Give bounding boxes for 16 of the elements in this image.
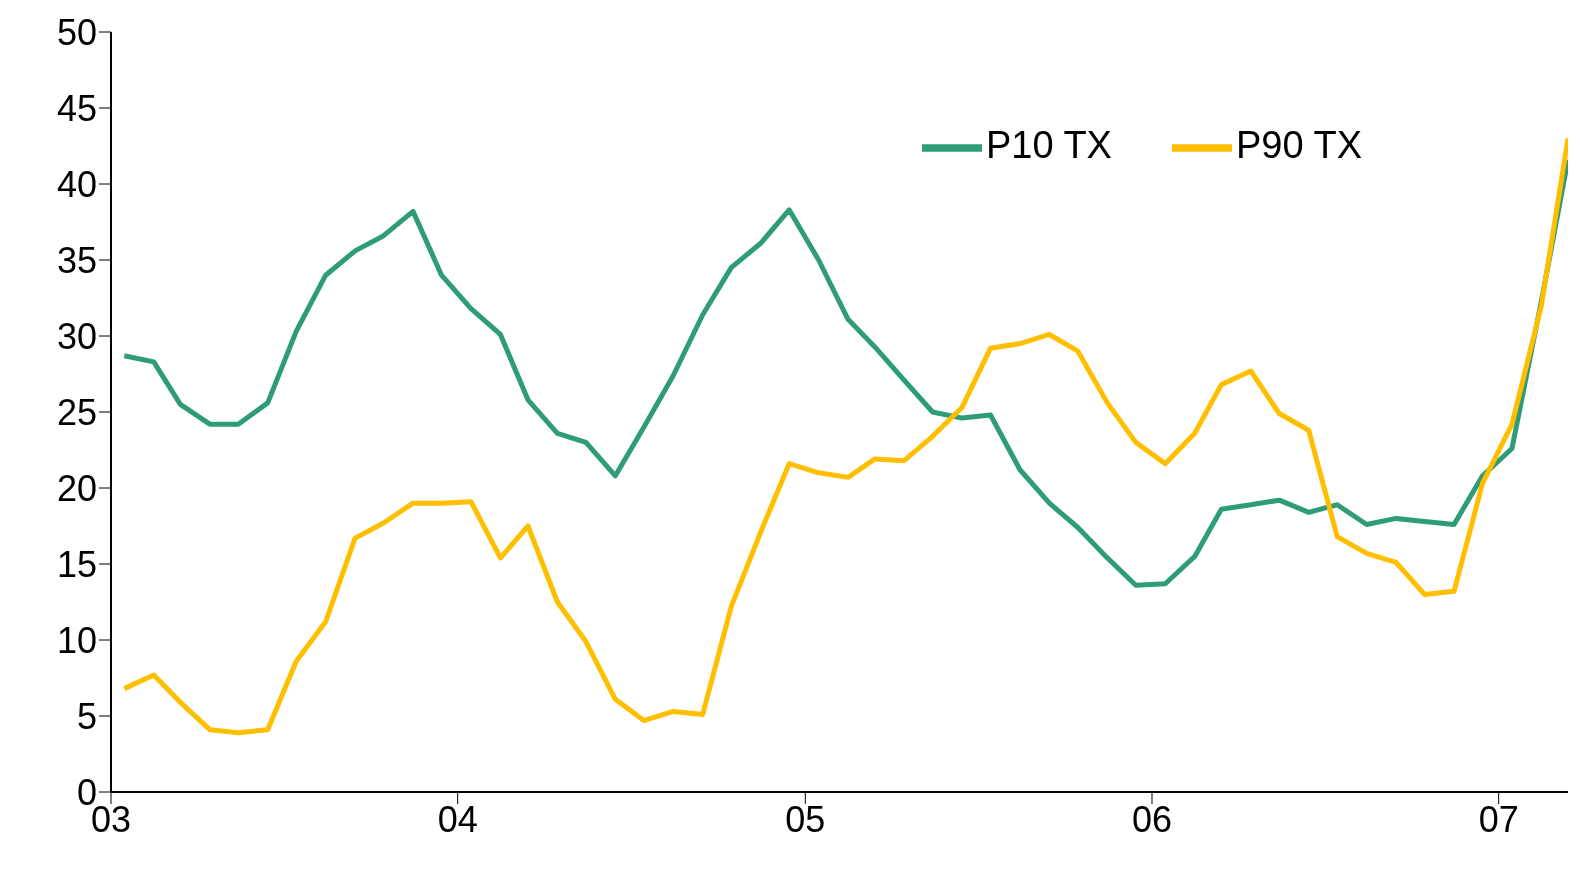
y-tick-label: 20 (56, 467, 97, 509)
y-tick-label: 35 (56, 239, 97, 281)
y-tick-label: 5 (76, 695, 97, 737)
y-tick-label: 10 (56, 619, 97, 661)
x-tick-label: 07 (1478, 798, 1519, 840)
legend-label: P90 TX (1235, 124, 1362, 167)
y-tick-label: 40 (56, 163, 97, 205)
y-tick-label: 30 (56, 315, 97, 357)
y-tick-label: 15 (56, 543, 97, 585)
x-tick-label: 04 (437, 798, 478, 840)
legend-label: P10 TX (985, 124, 1112, 167)
y-tick-label: 45 (56, 87, 97, 129)
y-tick-label: 25 (56, 391, 97, 433)
x-tick-label: 06 (1131, 798, 1173, 840)
y-tick-label: 50 (56, 11, 97, 53)
x-tick-label: 05 (785, 798, 826, 840)
